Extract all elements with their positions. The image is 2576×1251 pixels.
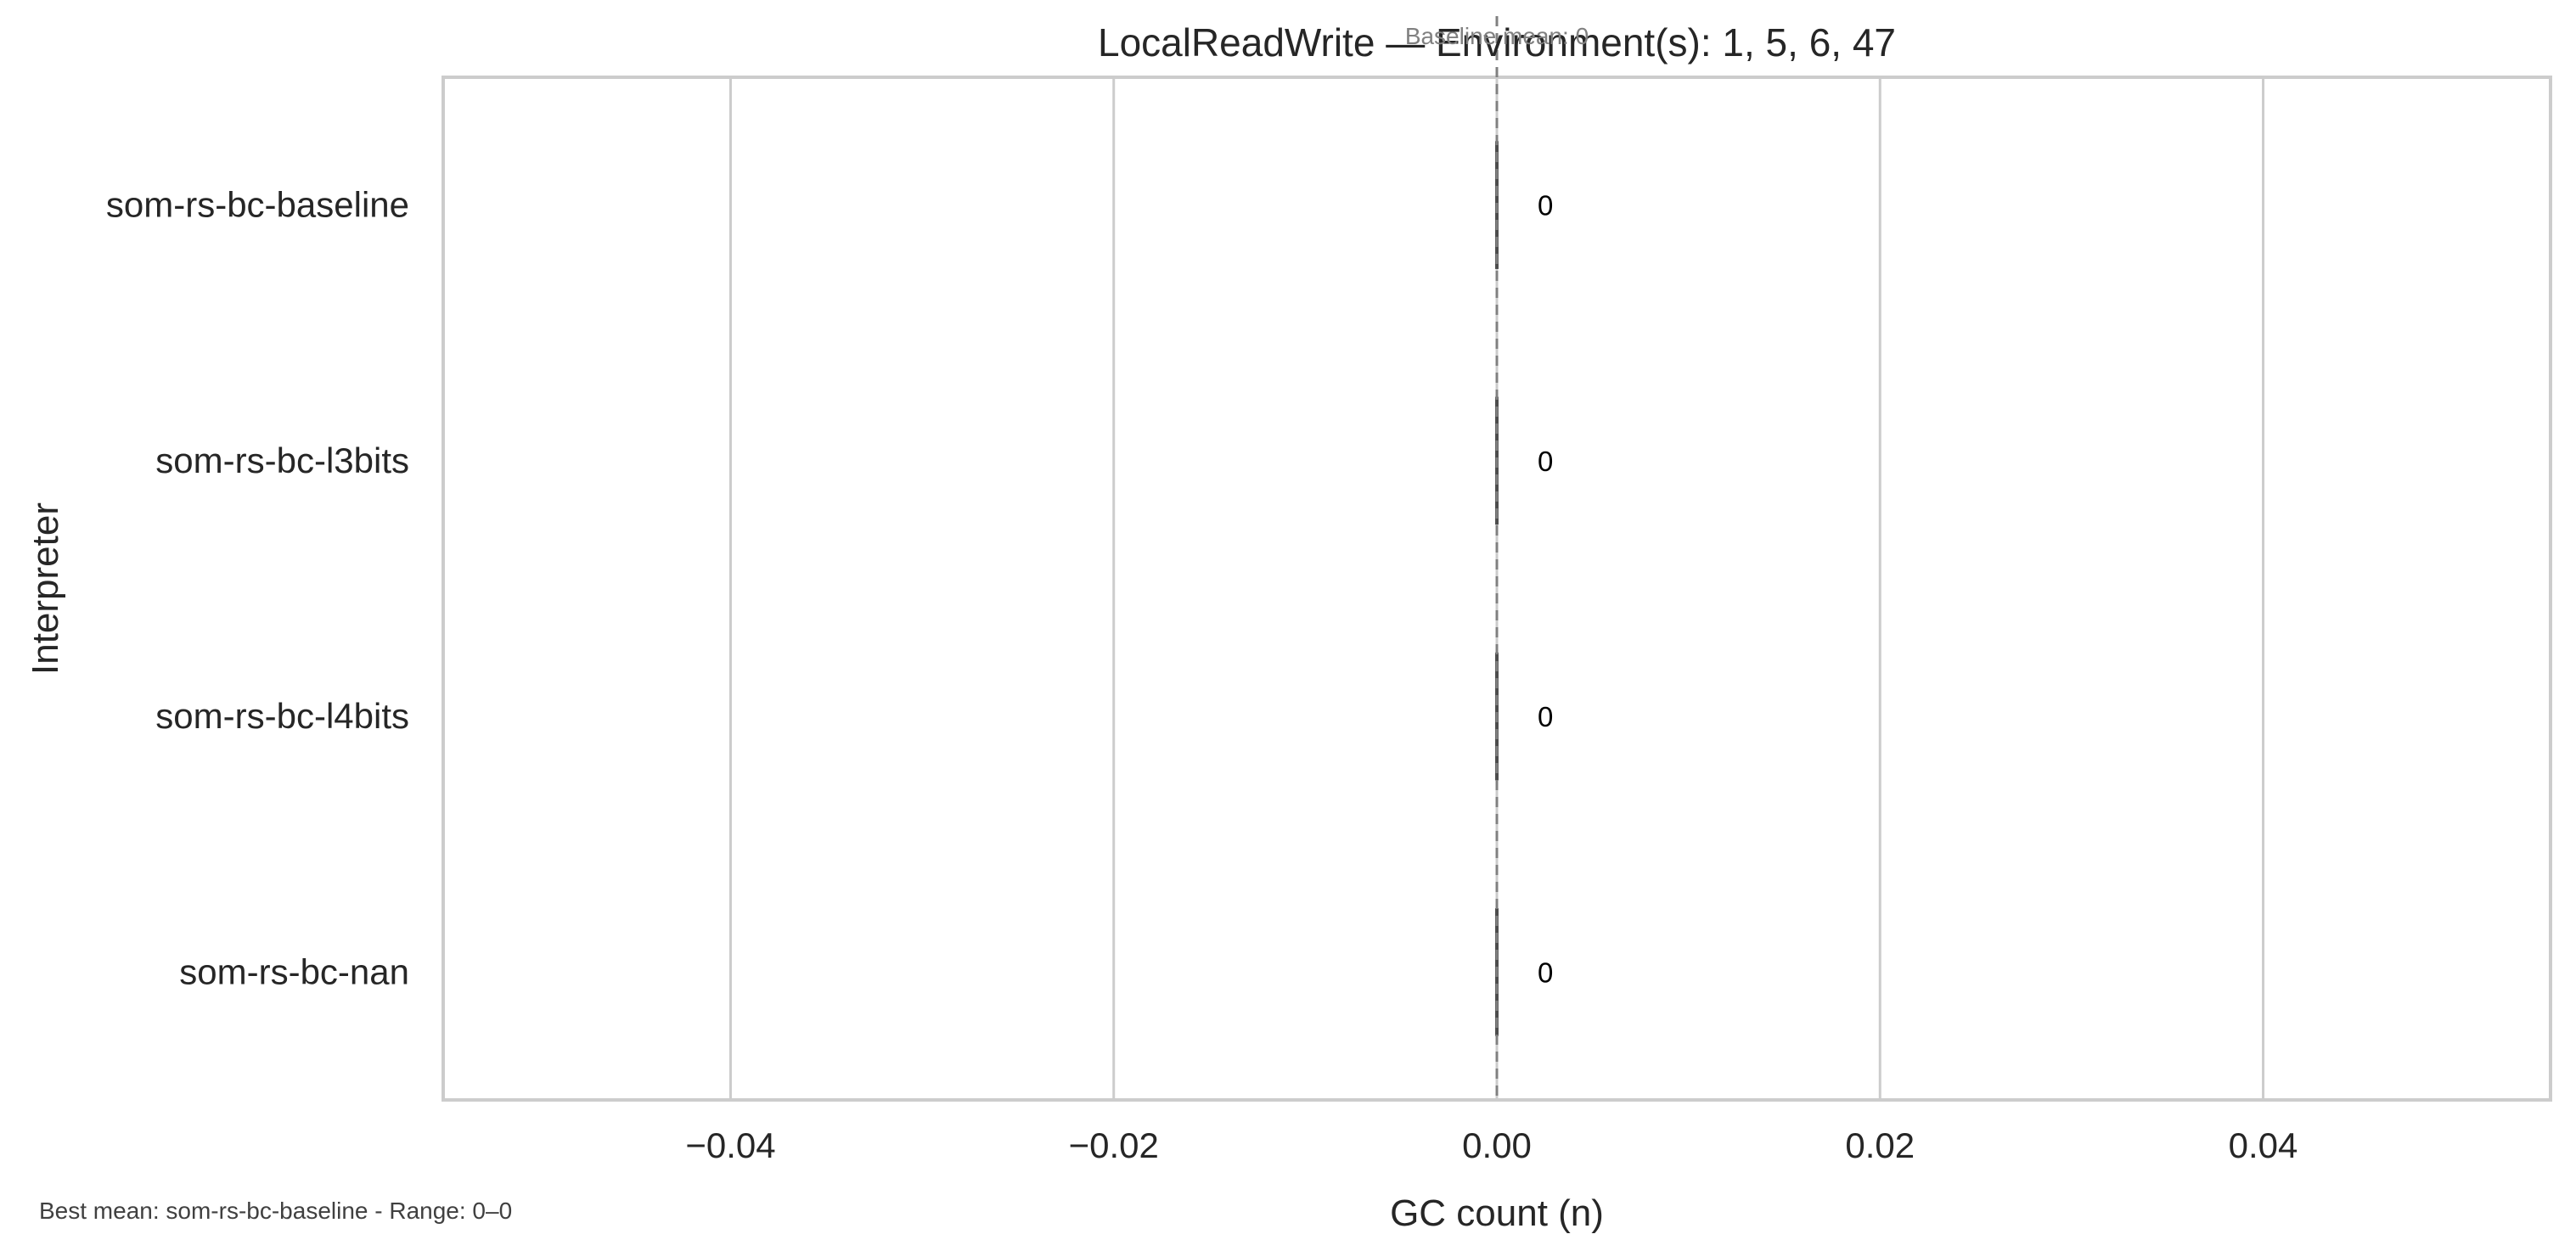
footnote: Best mean: som-rs-bc-baseline - Range: 0… (39, 1198, 512, 1224)
x-tick-label: 0.02 (1845, 1125, 1915, 1165)
x-tick-label: −0.04 (685, 1125, 775, 1165)
data-labels: 0 0 0 0 (1538, 190, 1553, 989)
y-tick-label: som-rs-bc-l3bits (155, 440, 409, 480)
data-label: 0 (1538, 701, 1553, 732)
y-tick-label: som-rs-bc-l4bits (155, 696, 409, 736)
x-tick-label: 0.00 (1462, 1125, 1532, 1165)
baseline-label: Baseline mean: 0 (1405, 23, 1589, 49)
y-axis-title: Interpreter (25, 502, 66, 675)
data-label: 0 (1538, 190, 1553, 222)
x-tick-label: −0.02 (1069, 1125, 1159, 1165)
x-axis-title: GC count (n) (1390, 1192, 1604, 1234)
x-tick-labels: −0.04 −0.02 0.00 0.02 0.04 (685, 1125, 2298, 1165)
data-label: 0 (1538, 446, 1553, 477)
y-tick-labels: som-rs-bc-baseline som-rs-bc-l3bits som-rs… (106, 185, 409, 992)
x-tick-label: 0.04 (2229, 1125, 2298, 1165)
data-label: 0 (1538, 956, 1553, 988)
y-tick-label: som-rs-bc-nan (179, 951, 409, 991)
chart-title: LocalReadWrite — Environment(s): 1, 5, 6… (1098, 20, 1896, 65)
y-tick-label: som-rs-bc-baseline (106, 185, 409, 225)
